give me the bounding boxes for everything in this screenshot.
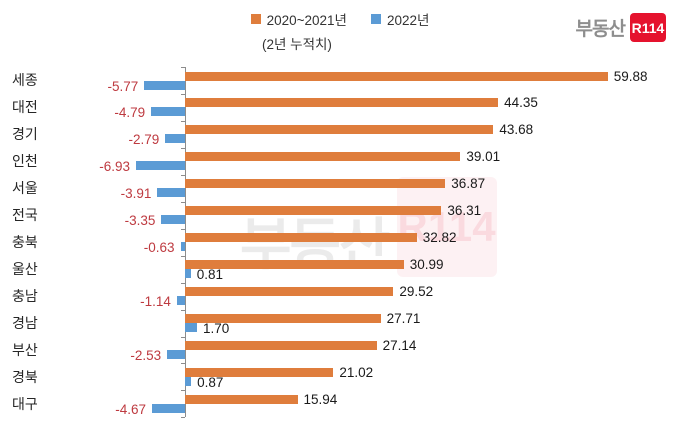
category-label: 경기	[12, 126, 38, 143]
value-label-2022: -5.77	[107, 78, 139, 94]
category-label: 대구	[12, 395, 38, 412]
value-label-2022: -6.93	[99, 159, 131, 175]
axis-tick	[181, 120, 185, 122]
bar-2022	[157, 188, 185, 198]
value-label-2020-2021: 59.88	[613, 68, 648, 84]
category-label: 울산	[12, 261, 38, 278]
axis-tick	[181, 201, 185, 203]
value-label-2022: -2.79	[128, 132, 160, 148]
value-label-2020-2021: 44.35	[504, 95, 538, 111]
bar-2020-2021	[185, 152, 461, 162]
category-label: 충남	[12, 288, 38, 305]
axis-tick	[181, 174, 185, 176]
bar-2022	[165, 134, 185, 144]
brand-logo-text: 부동산	[575, 19, 626, 40]
value-label-2022: -1.14	[140, 294, 171, 310]
value-label-2020-2021: 27.14	[382, 338, 417, 353]
bar-2020-2021	[185, 125, 494, 135]
value-label-2020-2021: 36.31	[447, 203, 482, 219]
legend-item-2022: 2022년	[370, 9, 430, 29]
axis-tick	[181, 390, 185, 392]
value-label-2020-2021: 21.02	[339, 364, 374, 380]
bar-2022	[185, 269, 191, 279]
bar-2022	[185, 376, 192, 386]
value-label-2020-2021: 39.01	[466, 149, 501, 165]
category-label: 서울	[12, 180, 38, 197]
value-label-2020-2021: 36.87	[451, 176, 486, 192]
bar-2020-2021	[185, 179, 446, 189]
bar-2020-2021	[185, 233, 417, 243]
bar-2020-2021	[185, 287, 394, 297]
category-label: 세종	[12, 72, 38, 89]
value-label-2020-2021: 29.52	[399, 284, 434, 300]
axis-tick	[181, 93, 185, 95]
bar-2022	[176, 296, 185, 306]
bar-2022	[152, 403, 185, 413]
value-label-2022: -3.35	[124, 213, 156, 229]
value-label-2022: -4.67	[115, 401, 147, 417]
legend-label: 2020~2021년	[266, 13, 347, 28]
value-label-2020-2021: 15.94	[303, 391, 338, 407]
bar-2022	[185, 323, 197, 333]
bar-2020-2021	[185, 367, 334, 377]
legend-swatch-orange-icon	[250, 14, 261, 24]
value-label-2022: -3.91	[120, 186, 152, 202]
bar-2022	[144, 80, 185, 90]
bar-2020-2021	[185, 394, 298, 404]
bar-2020-2021	[185, 341, 377, 350]
value-label-2020-2021: 32.82	[422, 230, 457, 246]
category-label: 전국	[12, 207, 38, 224]
axis-tick	[181, 309, 185, 311]
category-label: 인천	[12, 153, 38, 170]
axis-tick	[181, 147, 185, 149]
axis-tick	[181, 282, 185, 284]
bar-2020-2021	[185, 71, 608, 81]
bar-2020-2021	[185, 206, 442, 216]
value-label-2022: -0.63	[143, 240, 175, 256]
chart-subtitle: (2년 누적치)	[262, 37, 332, 52]
value-label-2022: 1.70	[203, 321, 230, 337]
category-label: 대전	[12, 99, 38, 116]
value-label-2020-2021: 30.99	[409, 257, 444, 273]
legend-swatch-blue-icon	[370, 14, 381, 24]
axis-tick	[181, 255, 185, 257]
bar-2020-2021	[185, 260, 404, 270]
category-label: 경북	[12, 368, 38, 385]
bar-2020-2021	[185, 98, 499, 108]
bar-2022	[151, 107, 185, 117]
bar-2022	[180, 242, 185, 252]
category-label: 부산	[12, 341, 38, 358]
brand-logo: 부동산 R114	[576, 13, 666, 42]
legend-item-2020-2021: 2020~2021년	[250, 9, 347, 29]
bar-2022	[161, 215, 185, 225]
axis-tick	[181, 228, 185, 230]
axis-tick	[181, 67, 185, 68]
value-label-2022: 0.81	[196, 267, 223, 283]
bar-2020-2021	[185, 314, 381, 324]
value-label-2020-2021: 43.68	[499, 122, 534, 138]
value-label-2022: -2.53	[130, 348, 162, 363]
axis-tick	[181, 363, 185, 365]
value-label-2022: 0.87	[197, 374, 224, 390]
axis-tick	[181, 417, 185, 419]
chart-legend: 2020~2021년 2022년	[0, 9, 680, 29]
legend-label: 2022년	[386, 13, 430, 28]
category-label: 경남	[12, 315, 38, 332]
bar-2022	[167, 350, 185, 359]
value-label-2020-2021: 27.71	[386, 311, 421, 327]
category-label: 충북	[12, 234, 38, 251]
axis-tick	[181, 336, 185, 338]
bar-2022	[136, 161, 185, 171]
brand-logo-badge: R114	[630, 13, 666, 42]
value-label-2022: -4.79	[114, 105, 146, 121]
